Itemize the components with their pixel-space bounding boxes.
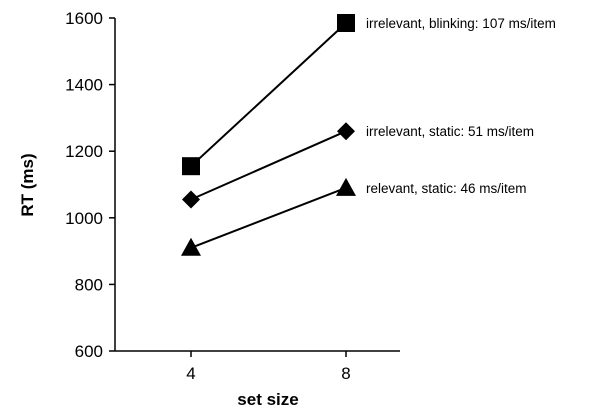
triangle-marker-point: [336, 177, 356, 196]
series-line-diamond: [190, 130, 347, 201]
diamond-marker-point: [182, 190, 200, 209]
y-tick-label: 1000: [65, 209, 103, 228]
square-marker-point: [337, 13, 355, 32]
y-tick-label: 1600: [65, 9, 103, 28]
x-tick-label: 4: [186, 364, 195, 383]
y-tick-label: 1400: [65, 76, 103, 95]
y-tick-label: 600: [75, 342, 103, 361]
y-tick-label: 1200: [65, 142, 103, 161]
series-line-square: [190, 22, 347, 167]
series-lines: [190, 22, 347, 249]
series-markers: [181, 13, 356, 256]
series-label-triangle: relevant, static: 46 ms/item: [366, 181, 527, 196]
y-axis-title: RT (ms): [18, 153, 37, 216]
y-ticks: 600 800 1000 1200 1400 1600: [65, 9, 115, 361]
series-label-diamond: irrelevant, static: 51 ms/item: [366, 124, 534, 139]
axes: [114, 18, 400, 352]
x-tick-label: 8: [341, 364, 350, 383]
series-line-triangle: [190, 186, 347, 249]
x-axis-title: set size: [237, 390, 298, 409]
series-labels: irrelevant, blinking: 107 ms/item irrelev…: [366, 16, 556, 196]
triangle-marker-point: [181, 237, 201, 256]
diamond-marker-point: [337, 122, 355, 141]
square-marker-point: [182, 157, 200, 176]
y-tick-label: 800: [75, 275, 103, 294]
series-label-square: irrelevant, blinking: 107 ms/item: [366, 16, 556, 31]
